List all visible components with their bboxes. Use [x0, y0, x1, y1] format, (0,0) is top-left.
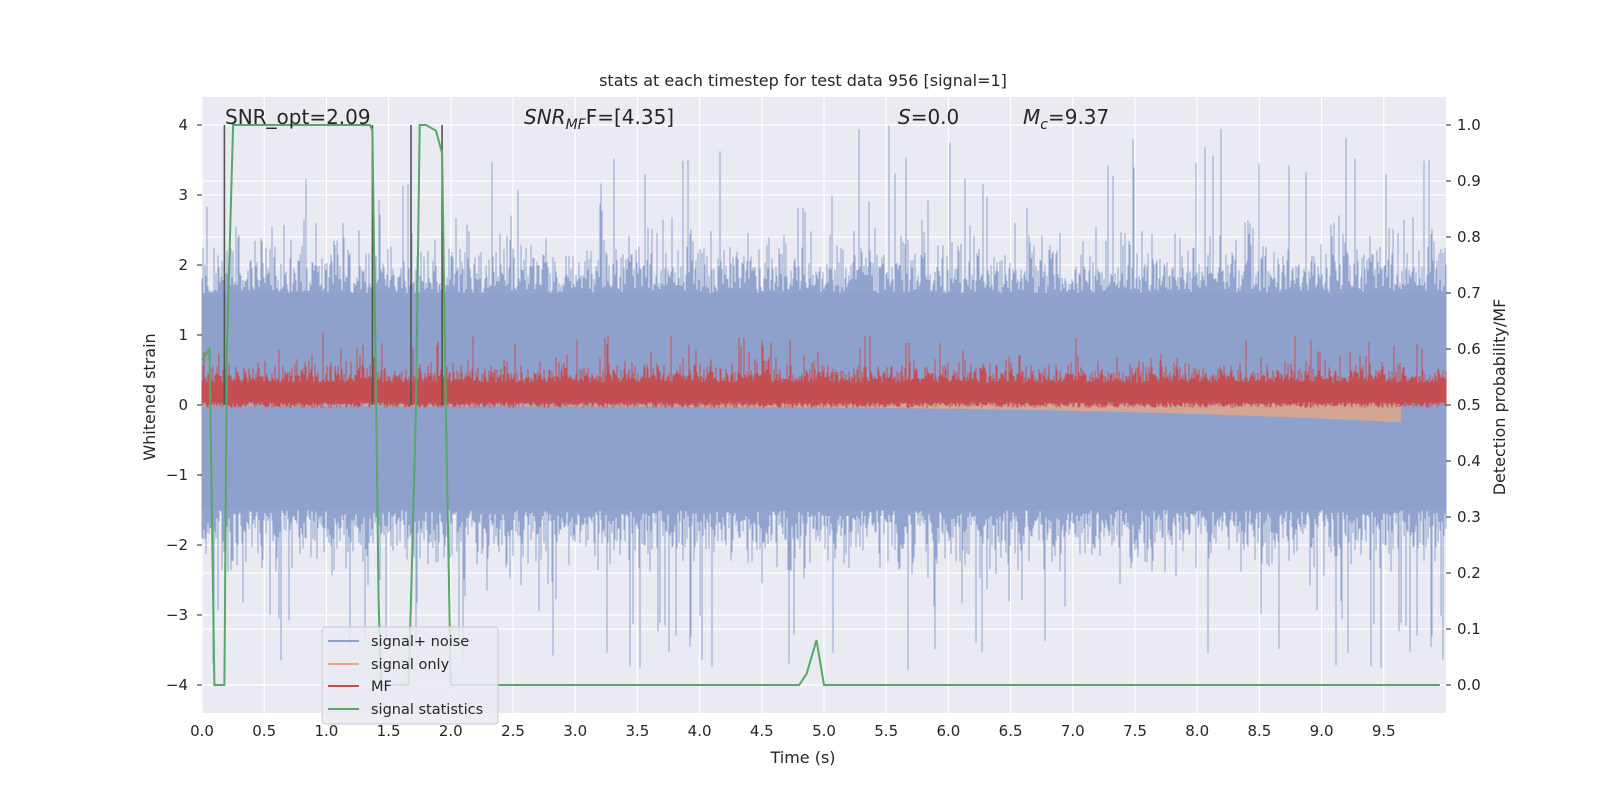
y2-tick-label: 1.0	[1457, 116, 1481, 134]
y-tick-label: 3	[178, 186, 188, 204]
y-tick-label: −1	[166, 466, 188, 484]
y-tick-label: 0	[178, 396, 188, 414]
y2-tick-label: 0.0	[1457, 676, 1481, 694]
axis-ticks: 0.0 0.5 1.0 1.5 2.0 2.5 3.0 3.5 4.0 4.5 5.0 5.5 6.0 6…	[166, 116, 1481, 740]
y-tick-label: 1	[178, 326, 188, 344]
y2-tick-label: 0.6	[1457, 340, 1481, 358]
y-axis-label: Whitened strain	[140, 333, 159, 460]
x-tick-label: 3.0	[563, 722, 587, 740]
legend-label-signal-only: signal only	[371, 657, 450, 673]
y2-tick-label: 0.2	[1457, 564, 1481, 582]
y2-tick-label: 0.8	[1457, 228, 1481, 246]
x-tick-label: 3.5	[625, 722, 649, 740]
signal-statistics-trace	[201, 124, 1440, 686]
x-tick-label: 5.0	[812, 722, 836, 740]
y2-tick-label: 0.5	[1457, 396, 1481, 414]
y2-tick-label: 0.4	[1457, 452, 1481, 470]
y-tick-label: 4	[178, 116, 188, 134]
y2-tick-label: 0.7	[1457, 284, 1481, 302]
x-tick-label: 6.0	[936, 722, 960, 740]
x-tick-label: 0.0	[190, 722, 214, 740]
x-tick-label: 2.0	[439, 722, 463, 740]
y2-tick-label: 0.9	[1457, 172, 1481, 190]
y-tick-label: −3	[166, 606, 188, 624]
annotation-snr-mf: SNRMFF=[4.35]	[524, 105, 674, 133]
legend-label-mf: MF	[371, 679, 392, 695]
legend-box	[321, 626, 499, 725]
x-tick-label: 5.5	[874, 722, 898, 740]
x-tick-label: 6.5	[999, 722, 1023, 740]
y2-axis-label: Detection probability/MF	[1490, 299, 1509, 496]
x-tick-label: 4.0	[688, 722, 712, 740]
legend-label-noise: signal+ noise	[371, 634, 469, 650]
y2-tick-label: 0.1	[1457, 620, 1481, 638]
annotation-s: S=0.0	[898, 105, 959, 129]
series-signal-statistics	[201, 124, 1440, 686]
signal-only-trace	[202, 399, 1402, 423]
x-tick-label: 1.0	[314, 722, 338, 740]
x-axis-label: Time (s)	[769, 748, 835, 767]
x-tick-label: 8.0	[1185, 722, 1209, 740]
y-tick-label: 2	[178, 256, 188, 274]
x-tick-label: 7.5	[1123, 722, 1147, 740]
x-tick-label: 9.0	[1310, 722, 1334, 740]
series-mf	[201, 332, 1447, 408]
chart-title: stats at each timestep for test data 956…	[599, 71, 1007, 90]
x-tick-label: 9.5	[1372, 722, 1396, 740]
y2-tick-label: 0.3	[1457, 508, 1481, 526]
mf-trace	[201, 332, 1447, 408]
y-tick-label: −4	[166, 676, 188, 694]
x-tick-label: 4.5	[750, 722, 774, 740]
x-tick-label: 1.5	[377, 722, 401, 740]
legend: signal+ noise signal only MF signal stat…	[321, 626, 499, 725]
y-tick-label: −2	[166, 536, 188, 554]
series-signal-only	[202, 399, 1402, 423]
legend-label-stats: signal statistics	[371, 702, 483, 718]
x-tick-label: 8.5	[1247, 722, 1271, 740]
x-tick-label: 0.5	[252, 722, 276, 740]
x-tick-label: 2.5	[501, 722, 525, 740]
x-tick-label: 7.0	[1061, 722, 1085, 740]
annotation-snr-opt: SNR_opt=2.09	[225, 105, 371, 129]
annotation-mc: Mc=9.37	[1023, 105, 1109, 133]
